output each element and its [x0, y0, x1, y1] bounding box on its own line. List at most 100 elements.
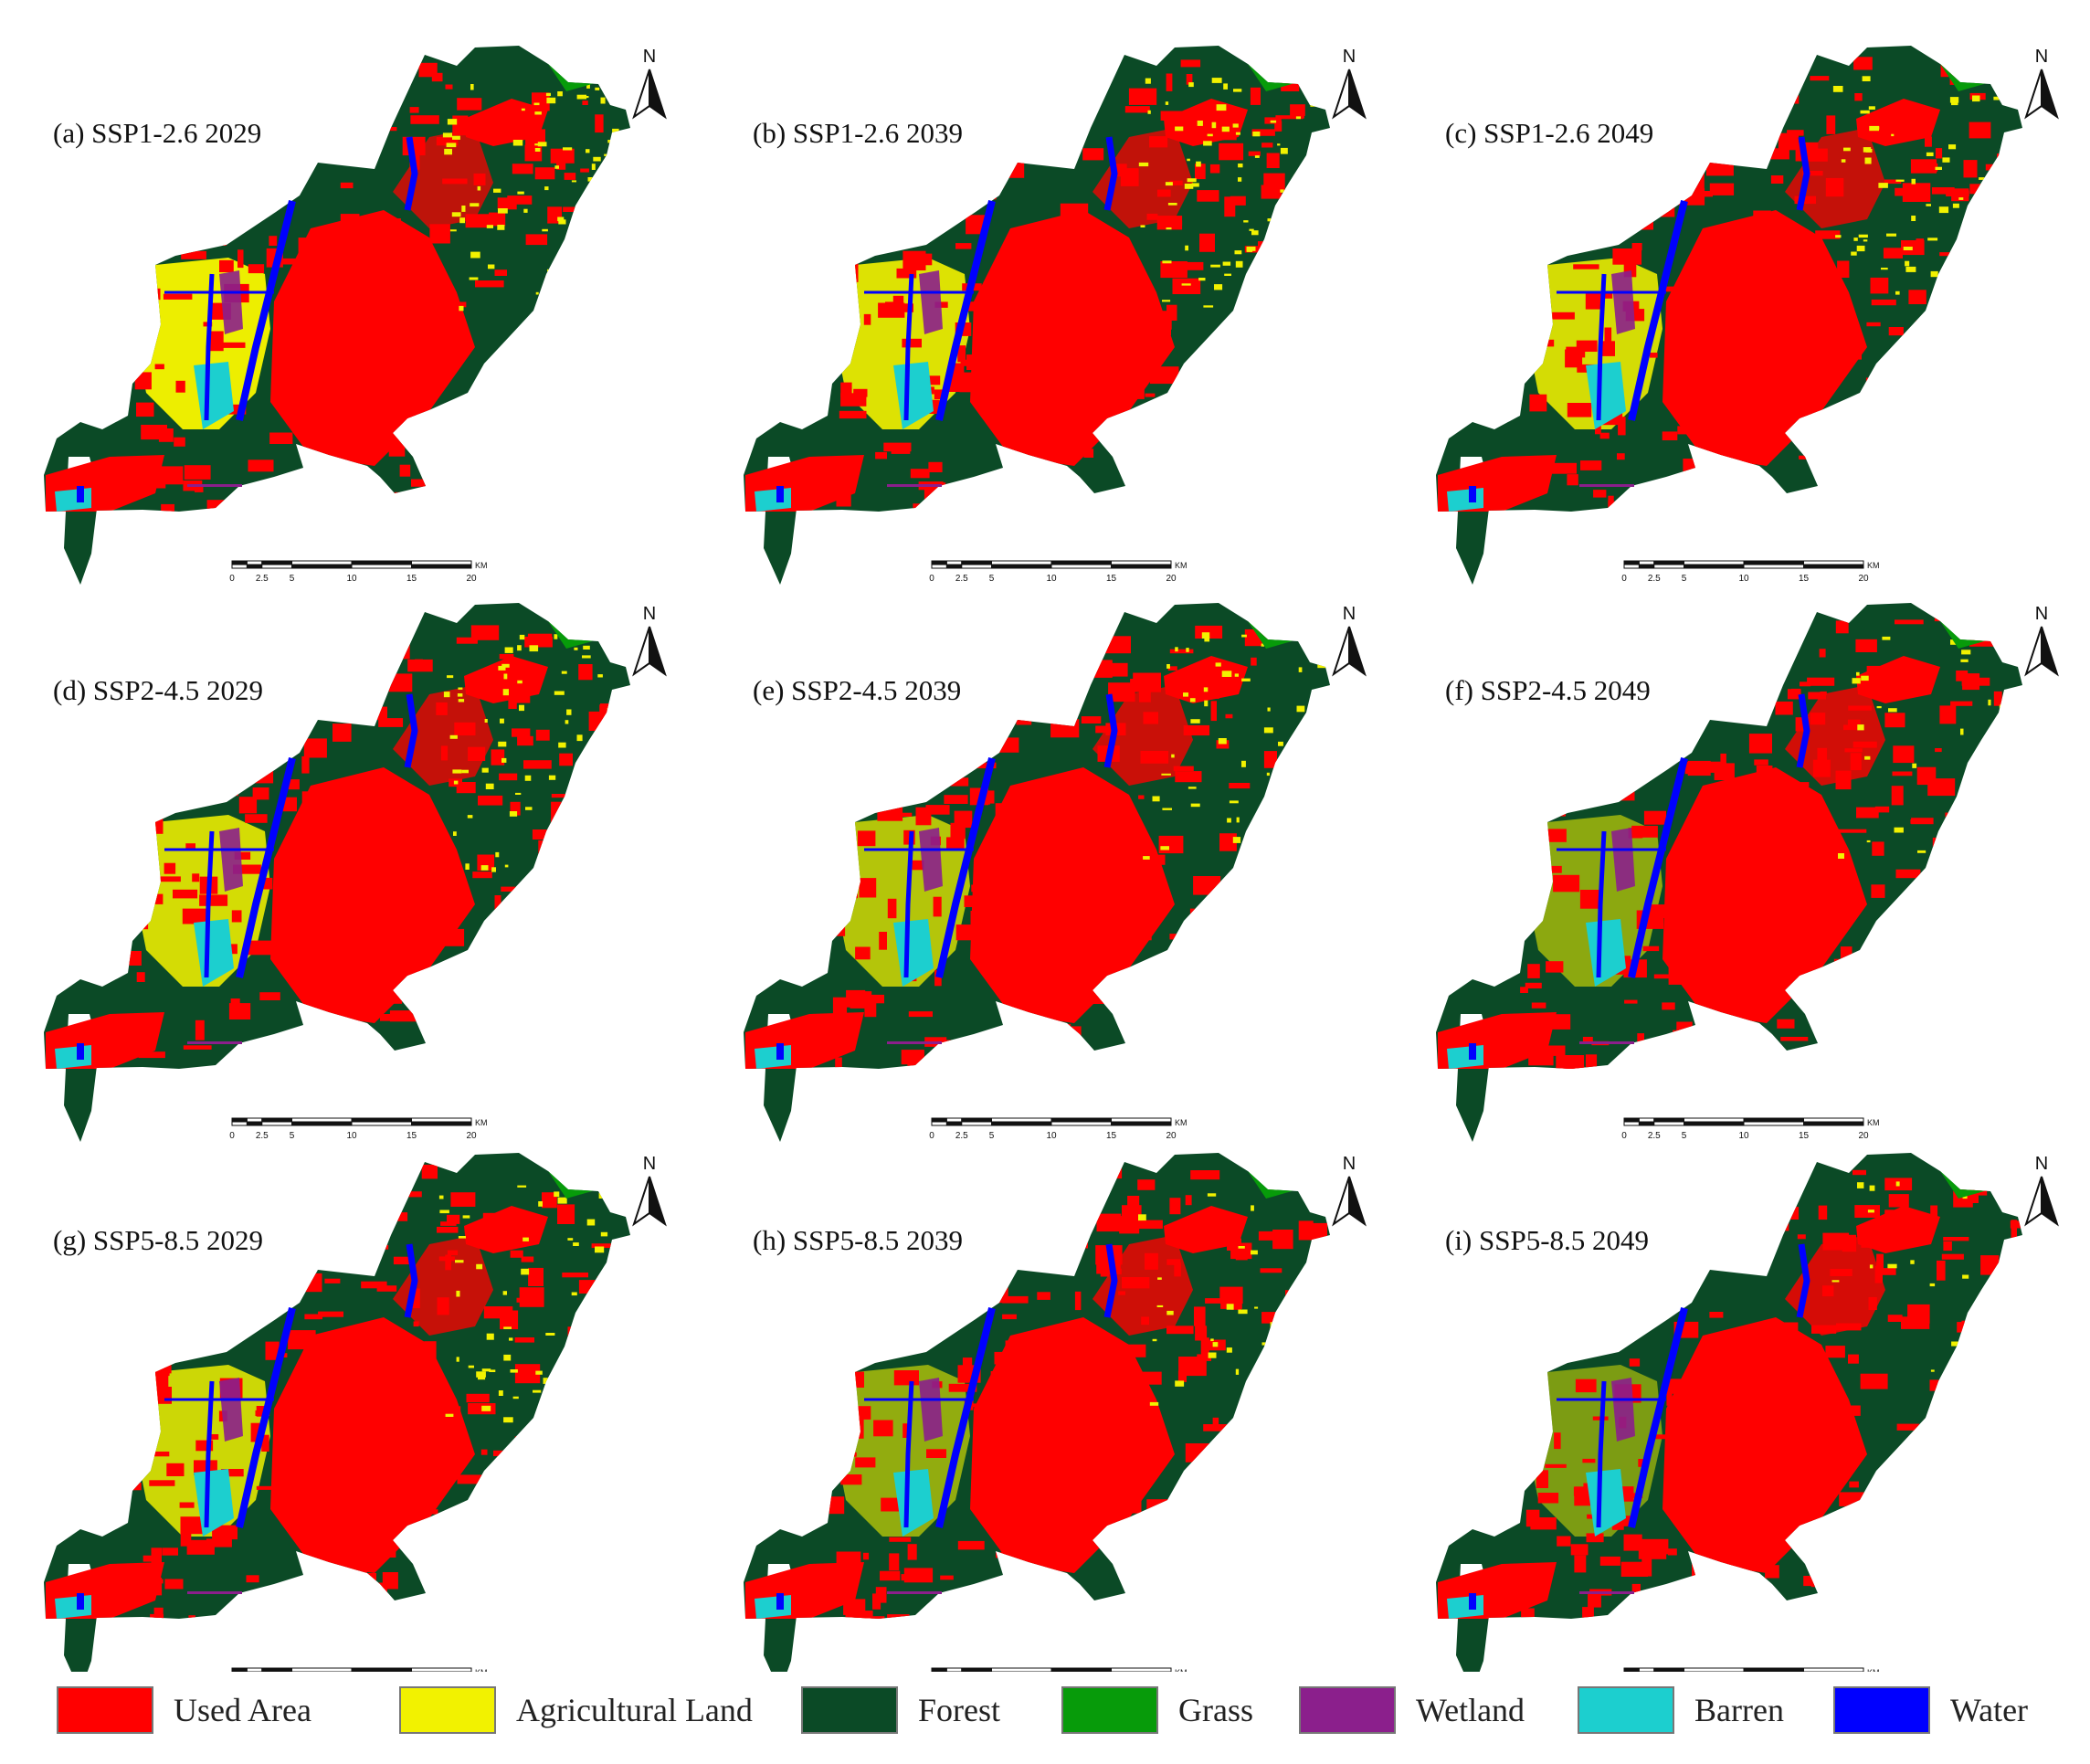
urban-patch — [1183, 724, 1210, 736]
agricultural-speck — [1166, 664, 1170, 669]
urban-patch — [1963, 160, 1978, 178]
urban-patch — [525, 234, 548, 246]
urban-patch — [1302, 1372, 1310, 1379]
agricultural-speck — [1868, 106, 1875, 110]
agricultural-speck — [600, 97, 606, 104]
agricultural-speck — [486, 225, 493, 228]
urban-patch — [1780, 1037, 1809, 1041]
agricultural-speck — [565, 1413, 569, 1416]
scale-segment-top — [1050, 1117, 1112, 1123]
agricultural-speck — [615, 92, 624, 96]
urban-patch — [268, 1228, 289, 1239]
urban-patch — [1924, 467, 1937, 474]
urban-patch — [1118, 884, 1141, 897]
urban-patch — [906, 1304, 929, 1315]
agricultural-speck — [1156, 1305, 1164, 1307]
urban-patch — [1193, 876, 1221, 895]
scale-unit: KM — [1175, 1668, 1188, 1672]
urban-patch — [288, 1330, 316, 1350]
urban-patch — [960, 359, 972, 366]
urban-patch — [206, 500, 236, 512]
agricultural-speck — [503, 673, 508, 680]
urban-patch — [1274, 943, 1287, 955]
barren-area-port — [55, 488, 91, 512]
urban-patch — [1771, 650, 1784, 660]
urban-patch — [563, 206, 591, 212]
agricultural-speck — [502, 689, 509, 696]
urban-patch — [404, 1482, 412, 1491]
urban-patch — [1560, 1062, 1574, 1073]
agricultural-speck — [1251, 230, 1259, 236]
urban-patch — [1248, 151, 1261, 156]
agricultural-speck — [1317, 661, 1328, 669]
urban-patch — [1815, 230, 1841, 239]
urban-patch — [309, 133, 336, 147]
urban-patch — [1268, 1353, 1282, 1361]
agricultural-speck — [608, 1324, 612, 1330]
agricultural-speck — [574, 647, 578, 650]
urban-patch — [893, 1370, 919, 1386]
agricultural-speck — [1175, 1380, 1185, 1387]
urban-patch — [1210, 701, 1217, 722]
urban-patch — [1667, 664, 1685, 673]
urban-patch — [1599, 1556, 1620, 1566]
urban-patch — [1982, 961, 2012, 981]
urban-patch — [1521, 1608, 1535, 1623]
urban-patch — [379, 864, 394, 870]
urban-patch — [1742, 1186, 1764, 1190]
agricultural-speck — [612, 128, 619, 134]
urban-patch — [1089, 1165, 1106, 1184]
urban-patch — [1273, 915, 1295, 933]
scale-tick-label: 2.5 — [1648, 574, 1661, 584]
urban-patch — [2000, 510, 2022, 523]
urban-patch — [1240, 330, 1264, 350]
urban-patch — [480, 1449, 488, 1455]
agricultural-speck — [1287, 1307, 1294, 1314]
urban-patch — [407, 973, 416, 983]
urban-patch — [1994, 1484, 2022, 1490]
urban-patch — [1745, 297, 1773, 311]
urban-patch — [1166, 73, 1173, 91]
urban-patch — [362, 479, 377, 498]
urban-patch — [1021, 1347, 1040, 1356]
scale-unit: KM — [1867, 561, 1880, 570]
urban-patch — [1313, 223, 1322, 234]
agricultural-speck — [1903, 247, 1913, 250]
urban-patch — [1865, 377, 1883, 397]
urban-patch — [1782, 1207, 1800, 1220]
urban-patch — [1687, 1060, 1694, 1079]
urban-patch — [320, 233, 335, 248]
urban-patch — [1961, 1320, 1990, 1338]
urban-patch — [491, 749, 505, 766]
scale-unit: KM — [475, 1668, 488, 1672]
urban-patch — [318, 1442, 324, 1447]
scale-segment-bottom — [991, 564, 1052, 569]
river-branch — [903, 830, 914, 978]
urban-patch — [1287, 859, 1301, 873]
urban-patch — [1854, 93, 1863, 101]
reservoir — [1796, 136, 1810, 211]
agricultural-speck — [449, 229, 457, 232]
urban-patch — [1539, 76, 1566, 97]
urban-patch — [314, 701, 339, 715]
urban-patch — [1902, 183, 1931, 202]
urban-patch — [372, 959, 384, 975]
urban-patch — [1591, 1313, 1606, 1322]
urban-patch — [578, 664, 593, 681]
urban-patch — [344, 619, 366, 637]
urban-patch — [614, 1171, 630, 1188]
agricultural-speck — [610, 245, 618, 252]
urban-patch — [1691, 657, 1701, 664]
urban-patch — [394, 491, 419, 498]
urban-patch — [851, 732, 877, 749]
urban-patch — [1272, 1230, 1293, 1250]
urban-patch — [1543, 1014, 1571, 1030]
scale-segment-bottom — [291, 564, 353, 569]
urban-patch — [1137, 1013, 1145, 1021]
urban-patch — [1873, 1481, 1890, 1494]
agricultural-speck — [1948, 144, 1957, 150]
urban-patch — [1138, 358, 1164, 364]
agricultural-speck — [1867, 1209, 1874, 1213]
